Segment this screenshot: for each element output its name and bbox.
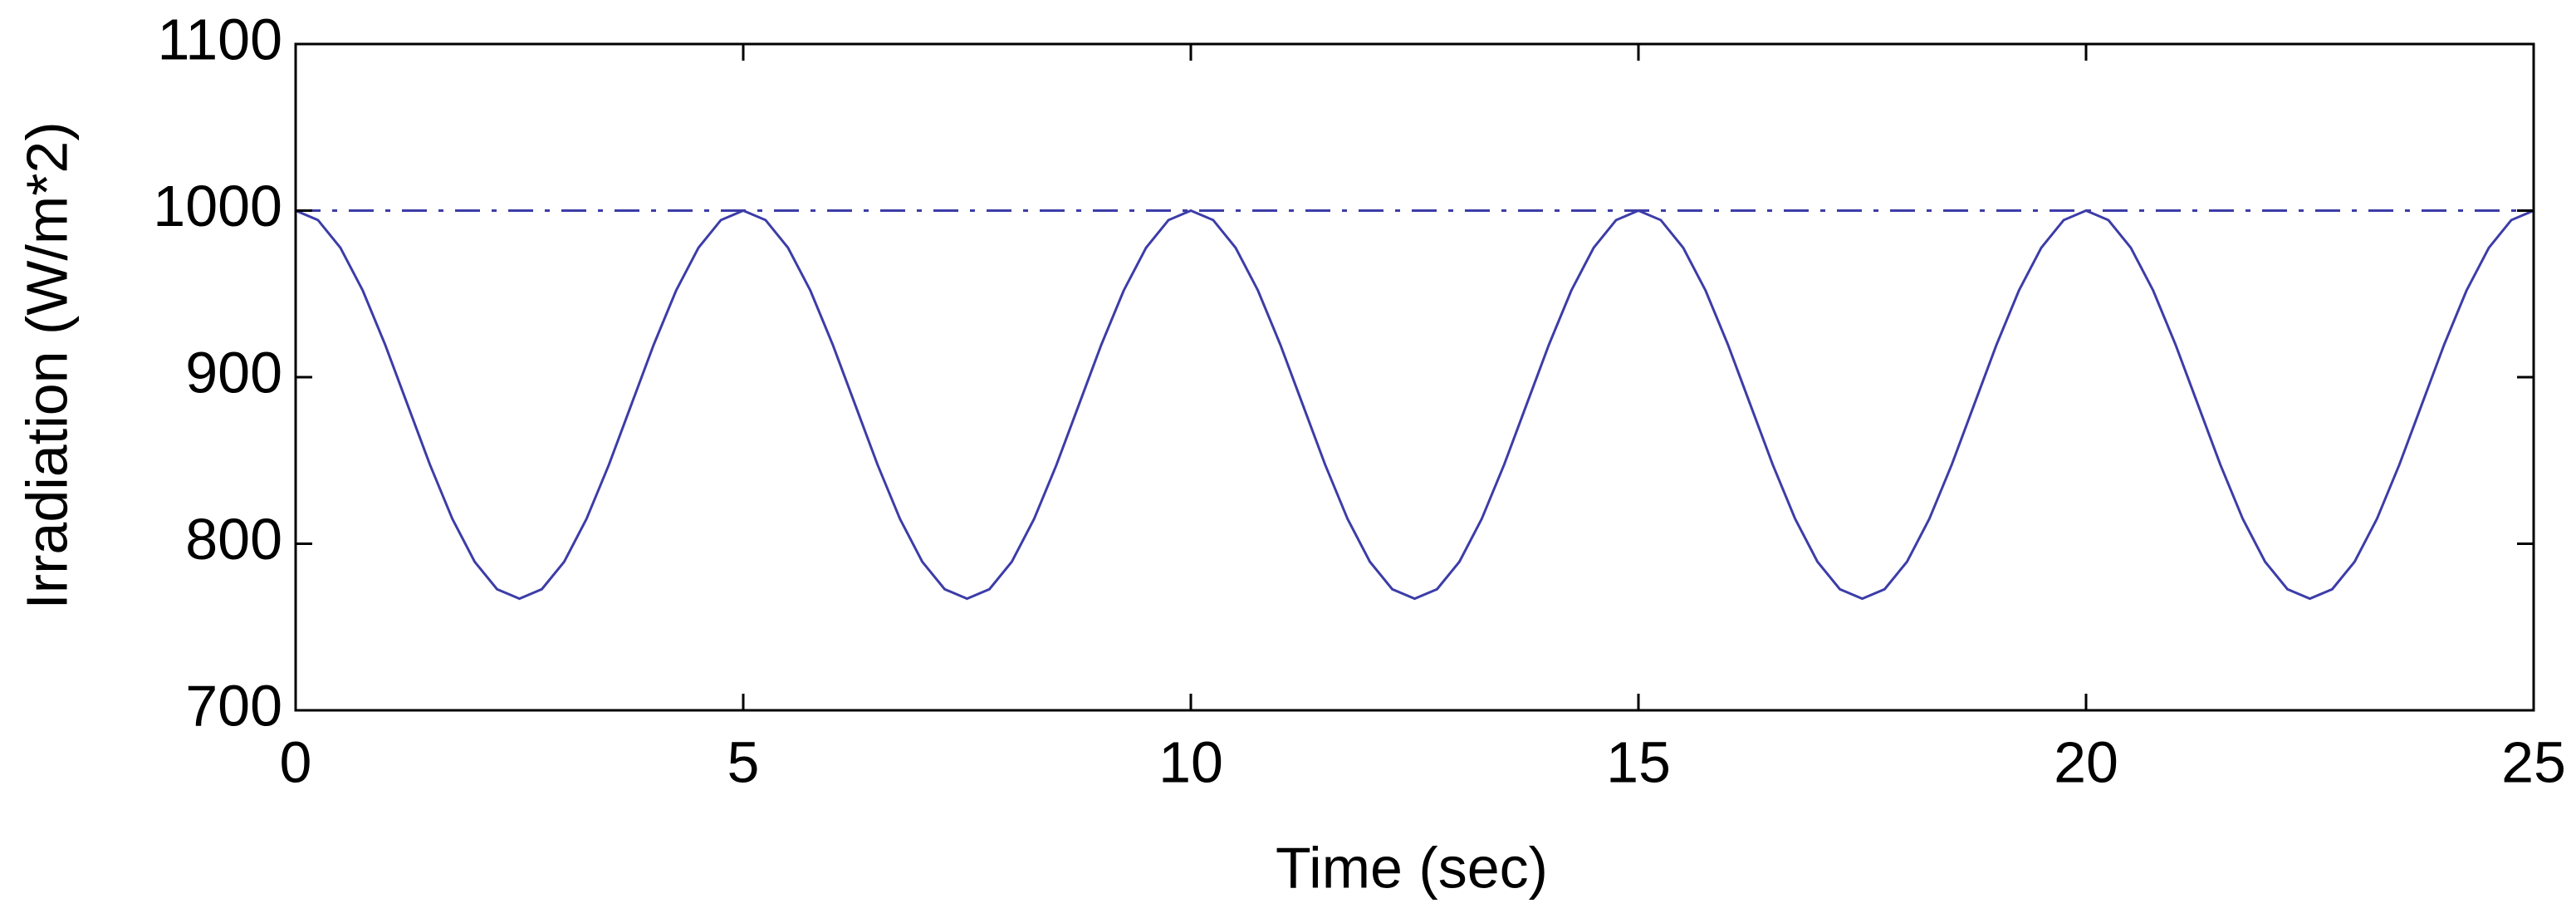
plot-frame <box>294 42 2535 712</box>
y-tick-label: 700 <box>185 673 282 738</box>
x-tick-label: 10 <box>1158 729 1223 794</box>
x-tick-label: 20 <box>2054 729 2118 794</box>
x-tick-label: 0 <box>280 729 312 794</box>
data-line <box>295 209 2534 601</box>
x-tick-label: 25 <box>2501 729 2566 794</box>
y-tick-label: 1100 <box>157 7 282 71</box>
x-tick-label: 5 <box>727 729 760 794</box>
y-axis-label: Irradiation (W/m*2) <box>14 121 79 609</box>
y-tick-label: 900 <box>185 340 282 405</box>
y-tick-label: 800 <box>185 507 282 572</box>
y-tick-label: 1000 <box>153 174 282 238</box>
x-tick-label: 15 <box>1606 729 1671 794</box>
x-axis-label: Time (sec) <box>1276 835 1548 900</box>
